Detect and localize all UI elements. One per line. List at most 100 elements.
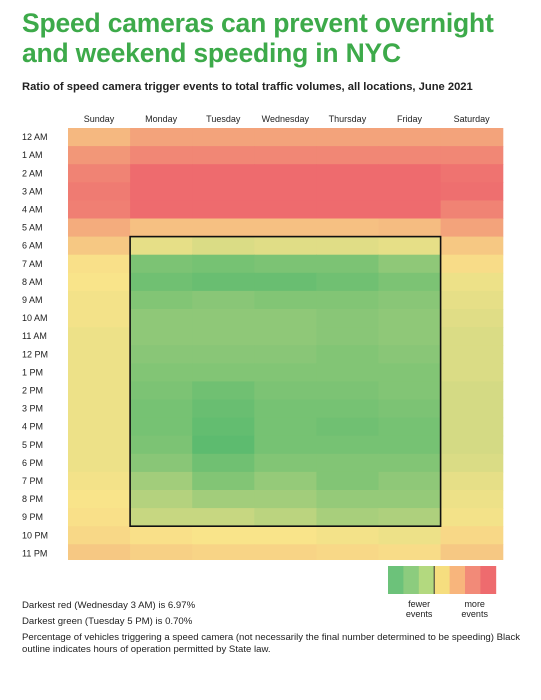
heatmap-cell	[130, 200, 193, 220]
heatmap-cell	[254, 128, 317, 147]
heatmap-cell	[440, 399, 504, 419]
row-label: 1 PM	[22, 367, 43, 377]
heatmap-cell	[68, 164, 131, 183]
heatmap-cell	[440, 218, 504, 238]
heatmap-cell	[316, 182, 380, 201]
row-label: 6 PM	[22, 458, 43, 468]
row-label: 6 AM	[22, 241, 43, 251]
heatmap-cell	[378, 218, 442, 238]
heatmap-cell	[440, 381, 504, 401]
heatmap-cell	[316, 399, 380, 419]
legend-swatch	[418, 566, 435, 594]
row-label: 5 AM	[22, 223, 43, 233]
heatmap-cell	[68, 309, 131, 328]
heatmap-cell	[316, 363, 380, 382]
heatmap-cell	[192, 526, 255, 545]
heatmap-cell	[440, 164, 504, 183]
heatmap-cell	[440, 272, 504, 292]
heatmap-cell	[192, 254, 255, 274]
heatmap-cell	[254, 345, 317, 364]
heatmap-cell	[192, 363, 255, 382]
heatmap-cell	[68, 435, 131, 455]
heatmap-cell	[192, 490, 255, 509]
heatmap-cell	[316, 471, 380, 491]
legend-label-fewer: fewer events	[406, 599, 433, 619]
heatmap-cell	[316, 417, 380, 437]
heatmap-cell	[192, 272, 255, 292]
heatmap-cell	[316, 146, 380, 165]
heatmap-cell	[440, 327, 504, 346]
heatmap-cell	[68, 182, 131, 201]
darkest-green-note: Darkest green (Tuesday 5 PM) is 0.70%	[22, 616, 193, 627]
column-label-friday: Friday	[397, 114, 423, 124]
heatmap-cell	[68, 471, 131, 491]
heatmap-cell	[130, 544, 193, 560]
heatmap-cell	[192, 345, 255, 364]
row-label: 7 AM	[22, 259, 43, 269]
heatmap-cell	[378, 526, 442, 545]
column-label-saturday: Saturday	[454, 114, 491, 124]
heatmap-cell	[192, 290, 255, 310]
heatmap-cell	[440, 417, 504, 437]
heatmap-cell	[440, 508, 504, 527]
heatmap-cell	[316, 164, 380, 183]
heatmap-cell	[130, 164, 193, 183]
heatmap-cell	[254, 309, 317, 328]
heatmap-cell	[192, 453, 255, 473]
heatmap-cell	[440, 435, 504, 455]
heatmap-cell	[192, 435, 255, 455]
heatmap-cell	[130, 490, 193, 509]
heatmap-cell	[130, 399, 193, 419]
heatmap-cell	[378, 345, 442, 364]
heatmap-cell	[68, 290, 131, 310]
heatmap-cell	[316, 345, 380, 364]
darkest-red-note: Darkest red (Wednesday 3 AM) is 6.97%	[22, 600, 196, 611]
heatmap-cell	[440, 254, 504, 274]
column-label-thursday: Thursday	[329, 114, 367, 124]
row-label: 2 AM	[22, 168, 43, 178]
row-label: 10 PM	[22, 530, 48, 540]
row-label: 8 PM	[22, 494, 43, 504]
heatmap-cell	[192, 218, 255, 238]
heatmap-cell	[192, 236, 255, 256]
heatmap-cell	[378, 327, 442, 346]
row-label: 2 PM	[22, 385, 43, 395]
heatmap-cell	[316, 490, 380, 509]
heatmap-cell	[254, 508, 317, 527]
heatmap-cell	[378, 146, 442, 165]
legend-swatch	[388, 566, 404, 594]
heatmap-cell	[130, 218, 193, 238]
heatmap-cell	[68, 363, 131, 382]
heatmap-cell	[68, 272, 131, 292]
heatmap-cell	[192, 128, 255, 147]
heatmap-cell	[68, 381, 131, 401]
heatmap-cell	[130, 254, 193, 274]
heatmap-cell	[192, 417, 255, 437]
heatmap-cell	[68, 200, 131, 220]
heatmap-cell	[316, 218, 380, 238]
heatmap-cell	[130, 309, 193, 328]
row-label: 11 PM	[22, 548, 47, 558]
heatmap-cell	[254, 399, 317, 419]
heatmap-cell	[378, 272, 442, 292]
heatmap-cell	[378, 471, 442, 491]
row-label: 3 PM	[22, 404, 43, 414]
heatmap-cell	[254, 544, 317, 560]
column-label-sunday: Sunday	[84, 114, 115, 124]
heatmap-cell	[254, 381, 317, 401]
heatmap-cell	[254, 327, 317, 346]
heatmap-cell	[378, 399, 442, 419]
color-legend: fewer events more events	[388, 566, 497, 619]
heatmap-cell	[68, 417, 131, 437]
heatmap-cell	[440, 526, 504, 545]
row-label: 5 PM	[22, 440, 43, 450]
heatmap-cell	[254, 417, 317, 437]
heatmap-cell	[130, 417, 193, 437]
heatmap-cell	[316, 435, 380, 455]
heatmap-cell	[130, 435, 193, 455]
column-label-monday: Monday	[145, 114, 178, 124]
legend-label-more: more events	[461, 599, 488, 619]
heatmap-cell	[316, 200, 380, 220]
heatmap-cell	[378, 200, 442, 220]
heatmap-cell	[130, 182, 193, 201]
